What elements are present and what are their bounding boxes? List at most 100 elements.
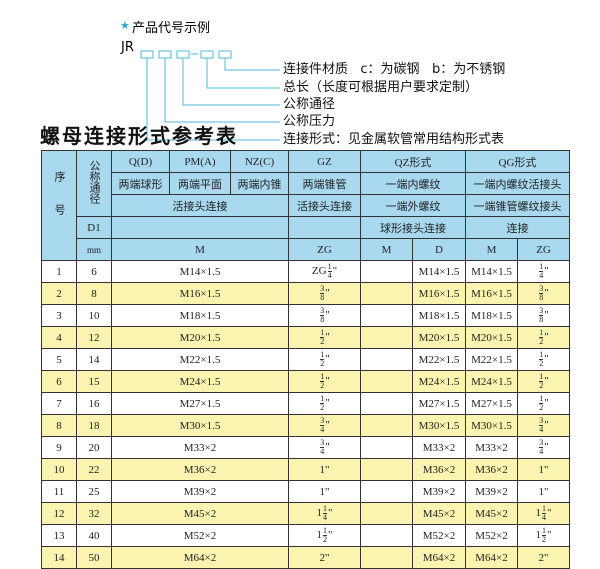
cell-qz-d: M64×2 bbox=[412, 546, 466, 569]
table-row: 2 8 M16×1.5 3 8 " M16×1.5 M16×1.5 3 8 " bbox=[41, 282, 570, 305]
cell-zg: 1 2 " bbox=[288, 392, 361, 415]
cell-d1: 25 bbox=[76, 480, 112, 503]
pre: ZG bbox=[311, 265, 327, 278]
cell-qg-zg: 1 2 " bbox=[517, 326, 570, 349]
cell-no: 2 bbox=[41, 282, 77, 305]
cell-qz-d: M27×1.5 bbox=[412, 392, 466, 415]
header-cell: QG形式 bbox=[465, 150, 570, 173]
cell-zg: 1 1 2 " bbox=[288, 524, 361, 547]
cell-m: M20×1.5 bbox=[111, 326, 289, 349]
cell-d1: 8 bbox=[76, 282, 112, 305]
cell-no: 11 bbox=[41, 480, 77, 503]
denominator: 4 bbox=[320, 425, 325, 434]
header-cell: 一端锥管螺纹接头 bbox=[465, 194, 570, 217]
cell-no: 8 bbox=[41, 414, 77, 437]
whole: 1 bbox=[316, 507, 323, 520]
denominator: 2 bbox=[320, 381, 325, 390]
cell-qg-m: M39×2 bbox=[465, 480, 518, 503]
denominator: 4 bbox=[539, 447, 544, 456]
denominator: 2 bbox=[323, 535, 327, 544]
code-prefix: JR bbox=[121, 40, 134, 55]
cell-qz-m bbox=[360, 480, 413, 503]
denominator: 2 bbox=[539, 337, 544, 346]
table-row: 3 10 M18×1.5 3 8 " M18×1.5 M18×1.5 3 8 " bbox=[41, 304, 570, 327]
cell-qg-m: M14×1.5 bbox=[465, 260, 518, 283]
cell-qz-m bbox=[360, 436, 413, 459]
header-cell: D1 bbox=[76, 216, 112, 239]
cell-qz-d: M14×1.5 bbox=[412, 260, 466, 283]
denominator: 4 bbox=[327, 271, 332, 280]
cell-qz-m bbox=[360, 392, 413, 415]
cell-no: 9 bbox=[41, 436, 77, 459]
denominator: 8 bbox=[320, 315, 325, 324]
cell-no: 13 bbox=[41, 524, 77, 547]
label-pressure: 公称压力 bbox=[283, 114, 336, 129]
cell-qz-m bbox=[360, 458, 413, 481]
cell-no: 7 bbox=[41, 392, 77, 415]
cell-qg-zg: 1" bbox=[517, 480, 570, 503]
numerator: 3 bbox=[320, 438, 325, 448]
cell-qg-m: M27×1.5 bbox=[465, 392, 518, 415]
cell-d1: 14 bbox=[76, 348, 112, 371]
cell-qz-m bbox=[360, 546, 413, 569]
product-code-legend: ★ 产品代号示例 JR 连接件材质 c：为碳钢 b：为不锈钢 总长（长度可根据用… bbox=[0, 0, 600, 150]
denominator: 4 bbox=[539, 425, 544, 434]
label-length: 总长（长度可根据用户要求定制） bbox=[283, 80, 479, 95]
label-material: 连接件材质 c：为碳钢 b：为不锈钢 bbox=[283, 62, 506, 77]
cell-qz-m bbox=[360, 524, 413, 547]
cell-qg-zg: 1 1 4 " bbox=[517, 502, 570, 525]
numerator: 1 bbox=[320, 350, 325, 360]
numerator: 1 bbox=[320, 372, 325, 382]
numerator: 1 bbox=[323, 526, 327, 536]
cell-no: 1 bbox=[41, 260, 77, 283]
denominator: 4 bbox=[323, 513, 327, 522]
numerator: 3 bbox=[539, 438, 544, 448]
numerator: 3 bbox=[539, 284, 544, 294]
cell-no: 10 bbox=[41, 458, 77, 481]
code-diagram bbox=[140, 50, 280, 141]
cell-m: M39×2 bbox=[111, 480, 289, 503]
cell-qz-m bbox=[360, 502, 413, 525]
cell-qz-d: M24×1.5 bbox=[412, 370, 466, 393]
denominator: 2 bbox=[539, 381, 544, 390]
cell-m: M33×2 bbox=[111, 436, 289, 459]
cell-qg-m: M30×1.5 bbox=[465, 414, 518, 437]
cell-qz-m bbox=[360, 260, 413, 283]
cell-d1: 32 bbox=[76, 502, 112, 525]
table-row: 8 18 M30×1.5 3 4 " M30×1.5 M30×1.5 3 4 " bbox=[41, 414, 570, 437]
cell-d1: 20 bbox=[76, 436, 112, 459]
cell-zg: 2" bbox=[288, 546, 361, 569]
header-cell: 活接头连接 bbox=[111, 194, 289, 217]
whole: 1 bbox=[319, 463, 326, 476]
cell-zg: 1" bbox=[288, 458, 361, 481]
cell-qz-d: M30×1.5 bbox=[412, 414, 466, 437]
numerator: 3 bbox=[320, 306, 325, 316]
header-cell: 连接 bbox=[465, 216, 570, 239]
numerator: 1 bbox=[320, 328, 325, 338]
cell-m: M45×2 bbox=[111, 502, 289, 525]
numerator: 3 bbox=[320, 284, 325, 294]
header-cell: M bbox=[111, 238, 289, 261]
denominator: 2 bbox=[320, 359, 325, 368]
numerator: 1 bbox=[323, 504, 327, 514]
cell-qg-zg: 1" bbox=[517, 458, 570, 481]
cell-zg: 3 4 " bbox=[288, 414, 361, 437]
cell-d1: 22 bbox=[76, 458, 112, 481]
cell-m: M14×1.5 bbox=[111, 260, 289, 283]
numerator: 3 bbox=[539, 416, 544, 426]
cell-d1: 40 bbox=[76, 524, 112, 547]
numerator: 1 bbox=[539, 372, 544, 382]
cell-qg-m: M16×1.5 bbox=[465, 282, 518, 305]
cell-qg-zg: 3 4 " bbox=[517, 436, 570, 459]
cell-qz-m bbox=[360, 370, 413, 393]
denominator: 2 bbox=[320, 337, 325, 346]
cell-no: 3 bbox=[41, 304, 77, 327]
header-cell: 两端球形 bbox=[111, 172, 170, 195]
